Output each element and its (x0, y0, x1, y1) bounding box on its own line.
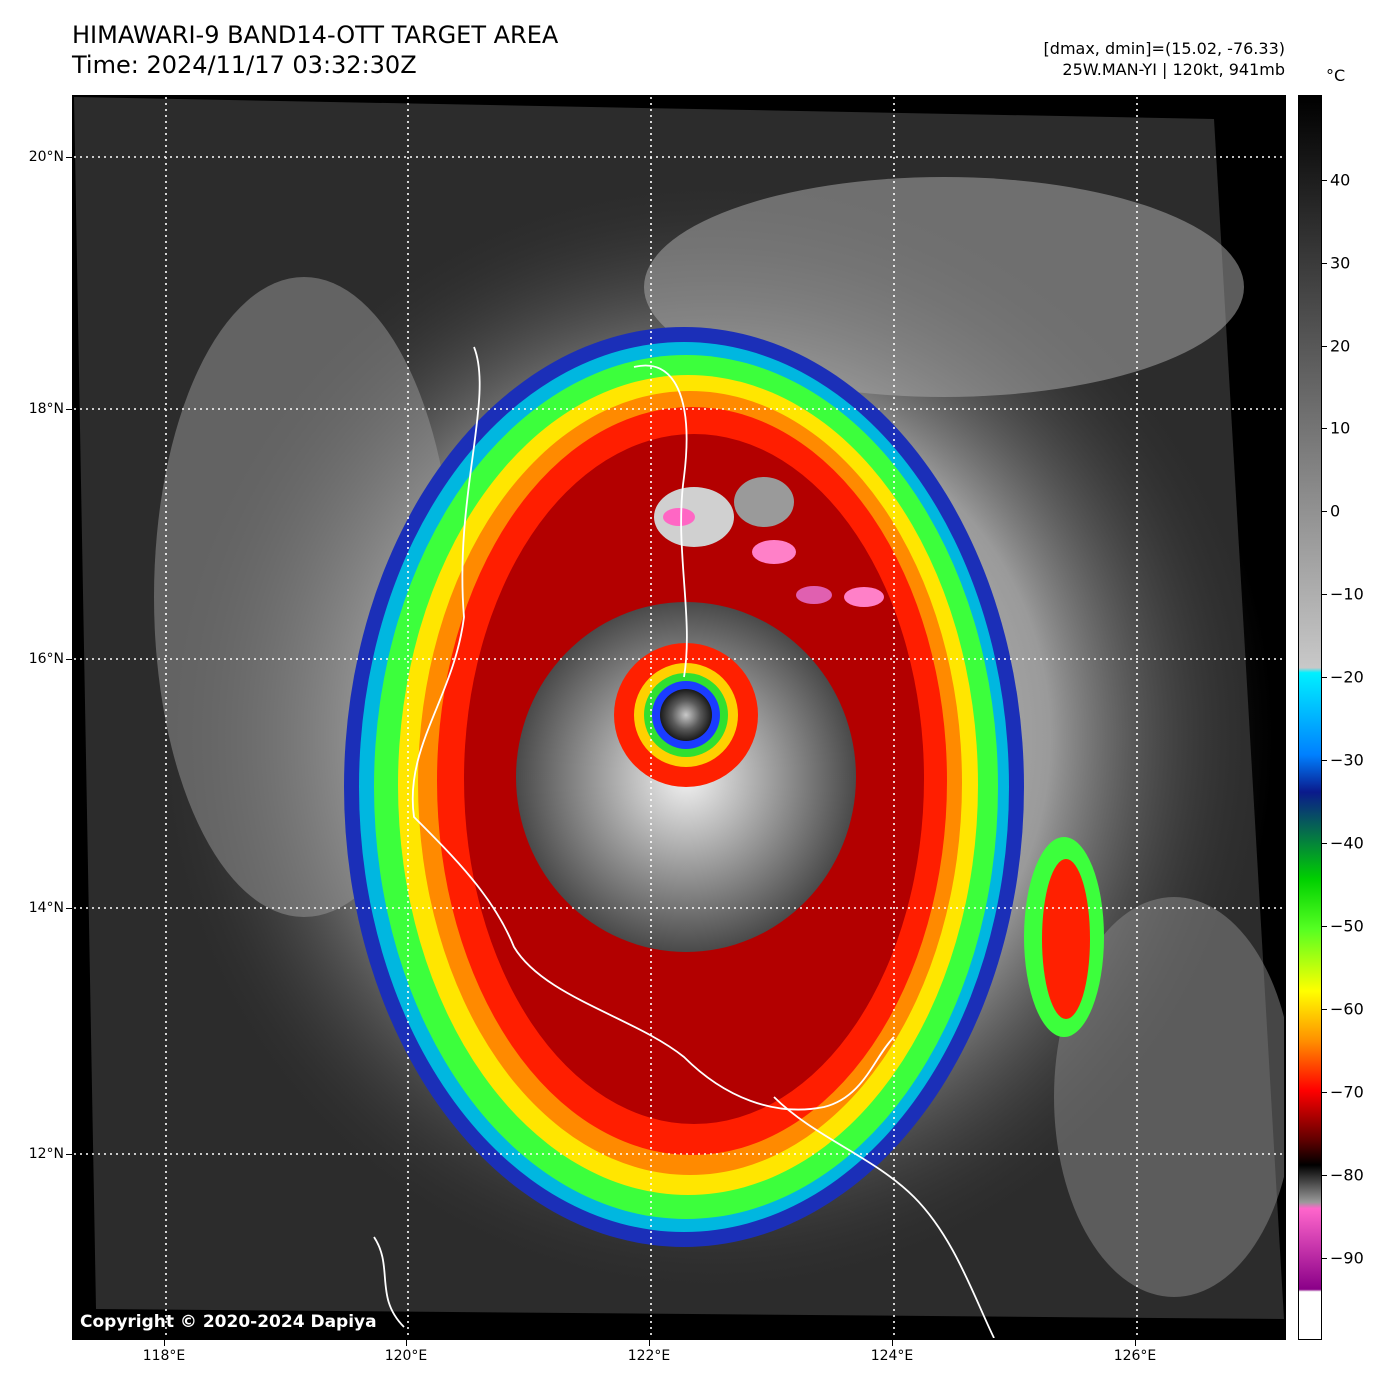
colorbar-tick-m10: −10 (1330, 584, 1364, 604)
lat-label-16: 16°N (28, 651, 64, 667)
colorbar-tick-m70: −70 (1330, 1082, 1364, 1102)
colorbar-tick-m30: −30 (1330, 750, 1364, 770)
lat-label-18: 18°N (28, 401, 64, 417)
lat-label-20: 20°N (28, 149, 64, 165)
lon-label-118: 118°E (142, 1348, 186, 1364)
colorbar-tick-m60: −60 (1330, 999, 1364, 1019)
meta-line-1: [dmax, dmin]=(15.02, -76.33) (1043, 39, 1285, 58)
colorbar-gradient (1299, 96, 1321, 1339)
colorbar-tick-20: 20 (1330, 336, 1351, 356)
graticule (74, 97, 1284, 1338)
title-line-2: Time: 2024/11/17 03:32:30Z (72, 51, 417, 79)
lon-label-122: 122°E (627, 1348, 671, 1364)
figure-title: HIMAWARI-9 BAND14-OTT TARGET AREA Time: … (72, 20, 558, 80)
colorbar-tick-m20: −20 (1330, 667, 1364, 687)
lat-label-12: 12°N (28, 1146, 64, 1162)
colorbar-tick-10: 10 (1330, 418, 1351, 438)
colorbar-tick-m80: −80 (1330, 1165, 1364, 1185)
lon-label-120: 120°E (384, 1348, 428, 1364)
storm-meta: [dmax, dmin]=(15.02, -76.33) 25W.MAN-YI … (1044, 38, 1285, 80)
colorbar-unit: °C (1326, 66, 1346, 85)
colorbar-tick-40: 40 (1330, 170, 1351, 190)
colorbar-tick-0: 0 (1330, 501, 1341, 521)
title-line-1: HIMAWARI-9 BAND14-OTT TARGET AREA (72, 21, 559, 49)
satellite-render (74, 97, 1284, 1338)
lon-label-126: 126°E (1113, 1348, 1157, 1364)
eye (660, 689, 712, 741)
lat-label-14: 14°N (28, 900, 64, 916)
colorbar-tick-m40: −40 (1330, 833, 1364, 853)
colorbar (1298, 95, 1322, 1340)
satellite-image: Copyright © 2020-2024 Dapiya (72, 95, 1286, 1340)
meta-line-2: 25W.MAN-YI | 120kt, 941mb (1062, 60, 1285, 79)
lon-label-124: 124°E (870, 1348, 914, 1364)
colorbar-tick-m50: −50 (1330, 916, 1364, 936)
colorbar-tick-m90: −90 (1330, 1248, 1364, 1268)
colorbar-tick-30: 30 (1330, 253, 1351, 273)
copyright-text: Copyright © 2020-2024 Dapiya (80, 1312, 377, 1332)
